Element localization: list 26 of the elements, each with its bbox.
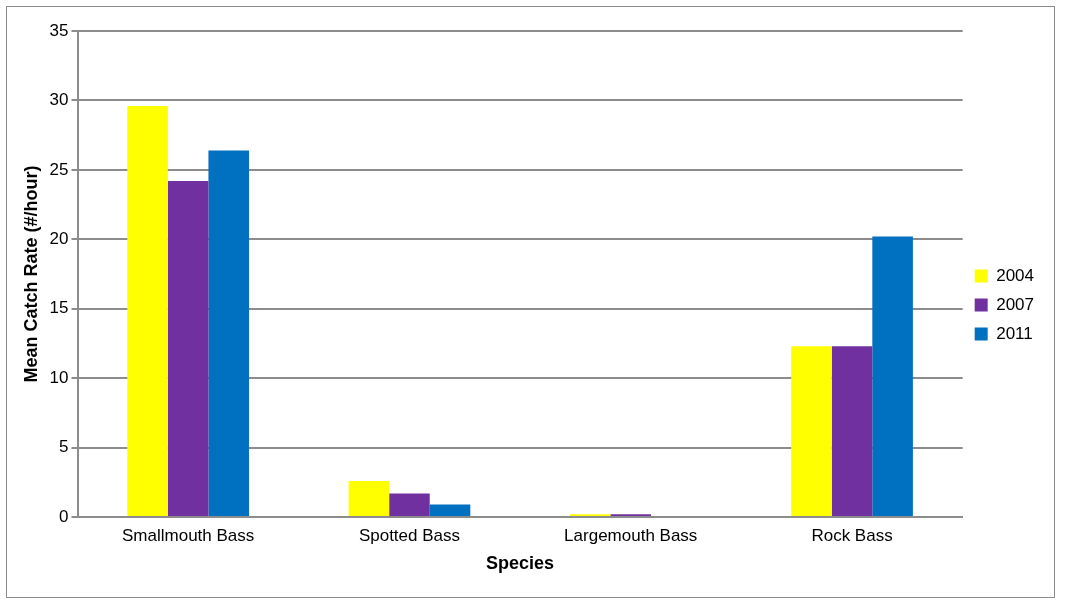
y-tick-label: 10	[49, 367, 69, 387]
bar	[167, 180, 209, 516]
y-tick-label: 30	[49, 90, 69, 110]
legend-label: 2007	[996, 294, 1035, 314]
bar	[389, 493, 430, 516]
x-tick-label: Spotted Bass	[358, 525, 461, 545]
bar	[872, 236, 913, 516]
y-tick-label: 35	[49, 20, 69, 40]
y-tick-label: 0	[59, 506, 69, 526]
y-axis-title: Mean Catch Rate (#/hour)	[20, 165, 41, 383]
bar	[127, 105, 168, 516]
y-tick-label: 15	[49, 298, 69, 318]
bar	[208, 150, 250, 516]
legend-label: 2011	[996, 323, 1033, 343]
bar	[348, 480, 390, 516]
y-tick-label: 25	[49, 159, 69, 179]
y-tick-label: 20	[49, 228, 69, 248]
bar	[791, 346, 832, 516]
bar	[831, 346, 873, 516]
y-tick-label: 5	[59, 437, 69, 457]
x-tick-label: Rock Bass	[811, 525, 893, 545]
legend-label: 2004	[996, 265, 1035, 285]
x-axis-title: Species	[486, 553, 555, 574]
bar	[429, 504, 471, 516]
x-tick-label: Largemouth Bass	[564, 525, 698, 545]
x-tick-label: Smallmouth Bass	[122, 525, 255, 545]
